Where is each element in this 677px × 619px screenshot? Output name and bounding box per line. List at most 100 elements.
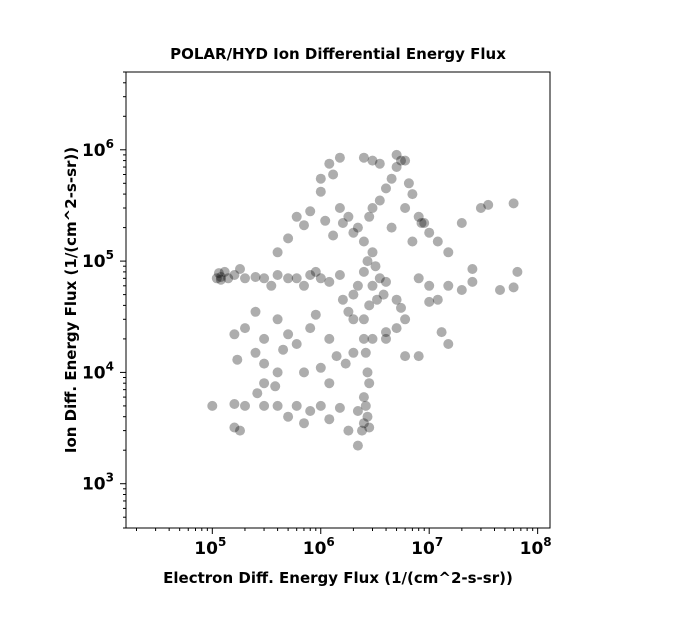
data-point: [283, 233, 294, 244]
data-point: [315, 173, 326, 184]
data-point: [358, 418, 369, 429]
data-point: [334, 152, 345, 163]
plot-frame: [125, 71, 551, 529]
data-point: [215, 274, 226, 285]
data-point: [272, 247, 283, 258]
data-point: [367, 333, 378, 344]
data-point: [367, 280, 378, 291]
data-point: [207, 400, 218, 411]
data-point: [324, 378, 335, 389]
data-point: [278, 344, 289, 355]
data-point: [352, 222, 363, 233]
data-point: [315, 273, 326, 284]
data-point: [299, 280, 309, 291]
data-point: [334, 270, 345, 280]
y-tick-label: 104: [82, 359, 114, 383]
data-point: [413, 273, 424, 284]
data-point: [416, 218, 427, 228]
data-point: [272, 314, 283, 325]
data-point: [358, 392, 369, 403]
data-point: [391, 149, 402, 160]
data-point: [456, 218, 467, 228]
data-point: [467, 264, 478, 274]
data-point: [259, 273, 270, 284]
data-point: [436, 327, 447, 338]
data-point: [424, 280, 435, 291]
data-point: [443, 280, 454, 291]
data-point: [362, 256, 373, 267]
data-point: [432, 236, 443, 247]
data-point: [324, 414, 335, 425]
data-point: [508, 282, 519, 293]
data-point: [413, 351, 424, 362]
data-point: [400, 155, 411, 166]
x-tick-label: 105: [194, 535, 226, 559]
data-point: [240, 400, 250, 411]
data-point: [432, 294, 443, 305]
data-point: [213, 268, 224, 279]
data-point: [413, 211, 424, 222]
data-point: [364, 378, 375, 389]
data-point: [352, 280, 363, 291]
data-point: [291, 400, 302, 411]
data-point: [270, 381, 281, 392]
data-point: [235, 425, 245, 436]
data-point: [305, 406, 316, 416]
data-point: [215, 272, 226, 282]
data-point: [219, 266, 230, 277]
data-point: [391, 162, 402, 172]
data-point: [250, 347, 261, 358]
data-point: [374, 158, 385, 169]
data-point: [378, 289, 389, 300]
data-point: [343, 306, 354, 317]
data-point: [229, 329, 240, 340]
data-point: [367, 155, 378, 166]
data-point: [283, 411, 294, 422]
data-point: [403, 178, 414, 189]
data-point: [299, 418, 309, 429]
data-point: [391, 323, 402, 334]
data-point: [407, 189, 418, 200]
chart-title: POLAR/HYD Ion Differential Energy Flux: [170, 45, 506, 63]
data-point: [348, 347, 359, 358]
data-point: [229, 399, 240, 409]
data-point: [381, 333, 391, 344]
data-point: [386, 173, 397, 184]
data-point: [232, 354, 243, 365]
data-point: [352, 406, 363, 416]
data-point: [305, 323, 316, 334]
data-point: [337, 218, 348, 228]
data-point: [370, 261, 381, 272]
data-point: [456, 285, 467, 295]
data-point: [259, 358, 270, 369]
data-point: [259, 400, 270, 411]
data-point: [334, 402, 345, 413]
data-point: [508, 198, 519, 209]
data-point: [310, 266, 321, 277]
data-point: [372, 294, 382, 305]
data-point: [362, 411, 373, 422]
data-point: [374, 195, 385, 206]
data-point: [424, 227, 435, 238]
data-point: [315, 362, 326, 373]
data-point: [367, 203, 378, 213]
data-point: [396, 155, 406, 166]
data-point: [259, 378, 270, 389]
data-point: [229, 422, 240, 433]
data-point: [495, 285, 505, 295]
y-tick-label: 103: [82, 471, 114, 495]
data-point: [229, 270, 240, 280]
x-tick-label: 108: [520, 535, 552, 559]
data-point: [343, 211, 354, 222]
data-point: [305, 206, 316, 217]
data-point: [324, 276, 335, 287]
data-point: [343, 425, 354, 436]
data-point: [328, 230, 339, 241]
y-axis: 103 104 105 106: [82, 71, 126, 529]
data-point: [358, 314, 369, 325]
data-point: [240, 273, 250, 284]
data-point: [334, 203, 345, 213]
data-point: [475, 203, 486, 213]
data-point: [364, 300, 375, 311]
data-point: [367, 247, 378, 258]
